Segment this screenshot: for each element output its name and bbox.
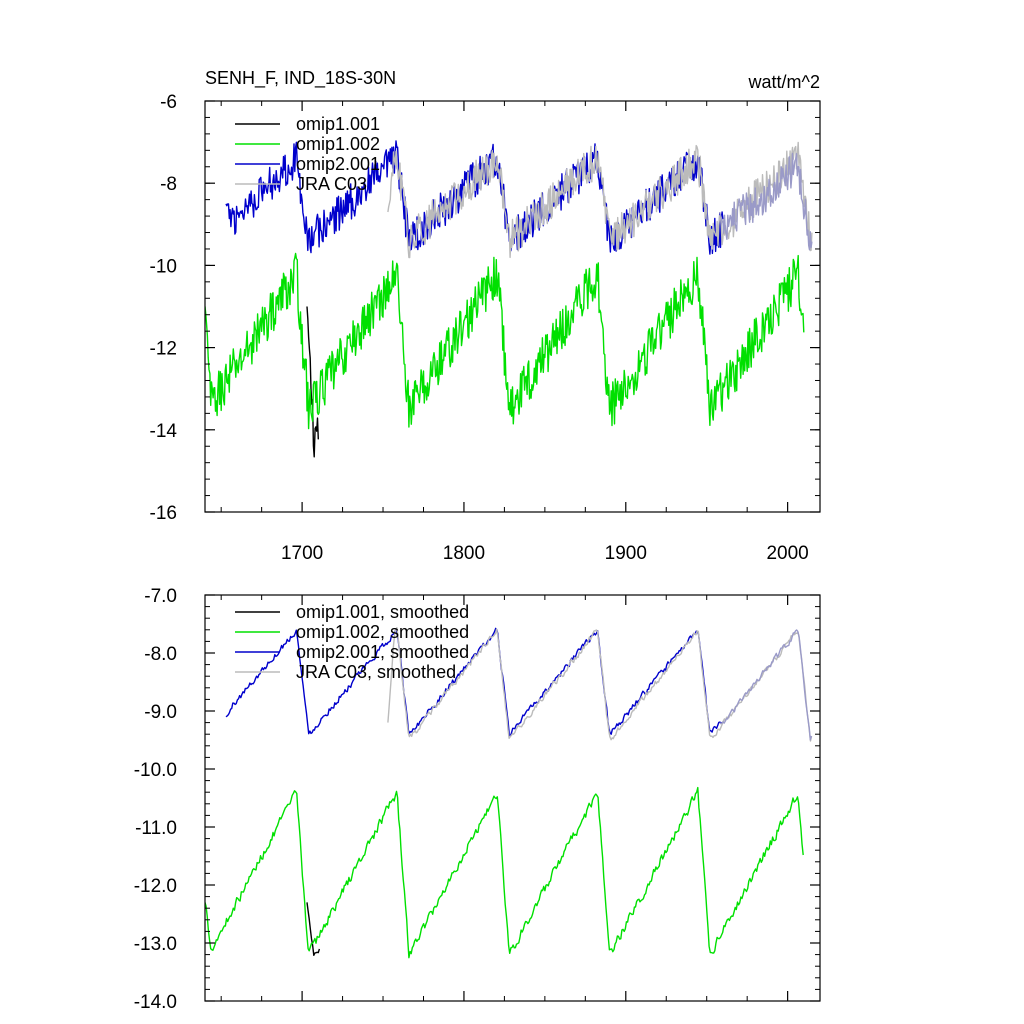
legend-entry: omip1.002 bbox=[296, 134, 380, 154]
y-tick-label: -8.0 bbox=[144, 644, 177, 665]
y-tick-label: -8 bbox=[160, 174, 177, 195]
monthly-panel: -16 -14 -12 -10 -8 -6 1700 1800 1900 2000 omip1.00… bbox=[150, 92, 821, 564]
series-line-overlay-tail bbox=[719, 152, 813, 251]
x-tick-label: 1800 bbox=[443, 543, 485, 564]
legend-entry: omip1.001, smoothed bbox=[296, 602, 469, 622]
legend-entry: JRA C03 bbox=[296, 174, 367, 194]
y-tick-label: -13.0 bbox=[134, 934, 177, 955]
y-tick-label: -14.0 bbox=[134, 992, 177, 1013]
y-tick-label: -12.0 bbox=[134, 876, 177, 897]
x-tick-label: 2000 bbox=[766, 543, 808, 564]
legend-entry: JRA C03, smoothed bbox=[296, 662, 456, 682]
legend-entry: omip1.002, smoothed bbox=[296, 622, 469, 642]
series-group bbox=[205, 627, 813, 959]
y-tick-label: -6 bbox=[160, 92, 177, 113]
series-line-jra-c03-smoothed bbox=[387, 627, 813, 742]
y-tick-label: -16 bbox=[150, 503, 177, 524]
series-line-omip1-001-smoothed bbox=[306, 902, 321, 956]
y-tick-label: -9.0 bbox=[144, 702, 177, 723]
plot-frame bbox=[204, 594, 821, 1002]
y-tick-label: -10 bbox=[150, 256, 177, 277]
y-tick-label: -11.0 bbox=[135, 818, 177, 839]
chart-title: SENH_F, IND_18S-30N bbox=[205, 68, 396, 89]
y-tick-label: -7.0 bbox=[144, 586, 177, 607]
series-line-omip1-002-smoothed bbox=[205, 786, 804, 959]
legend-entry: omip2.001 bbox=[296, 154, 380, 174]
x-tick-label: 1900 bbox=[605, 543, 647, 564]
series-line-omip1-002 bbox=[205, 252, 805, 430]
y-tick-label: -12 bbox=[150, 339, 177, 360]
units-label: watt/m^2 bbox=[748, 72, 820, 92]
y-tick-label: -14 bbox=[150, 421, 178, 442]
y-tick-label: -10.0 bbox=[134, 760, 177, 781]
series-line-overlay-tail bbox=[719, 629, 813, 741]
legend-entry: omip1.001 bbox=[296, 114, 380, 134]
series-group bbox=[205, 140, 813, 458]
plot-frame bbox=[204, 100, 821, 513]
x-tick-label: 1700 bbox=[281, 543, 323, 564]
legend-entry: omip2.001, smoothed bbox=[296, 642, 469, 662]
smoothed-panel: -14.0 -13.0 -12.0 -11.0 -10.0 -9.0 -8.0 -7.0 omi… bbox=[134, 586, 821, 1013]
